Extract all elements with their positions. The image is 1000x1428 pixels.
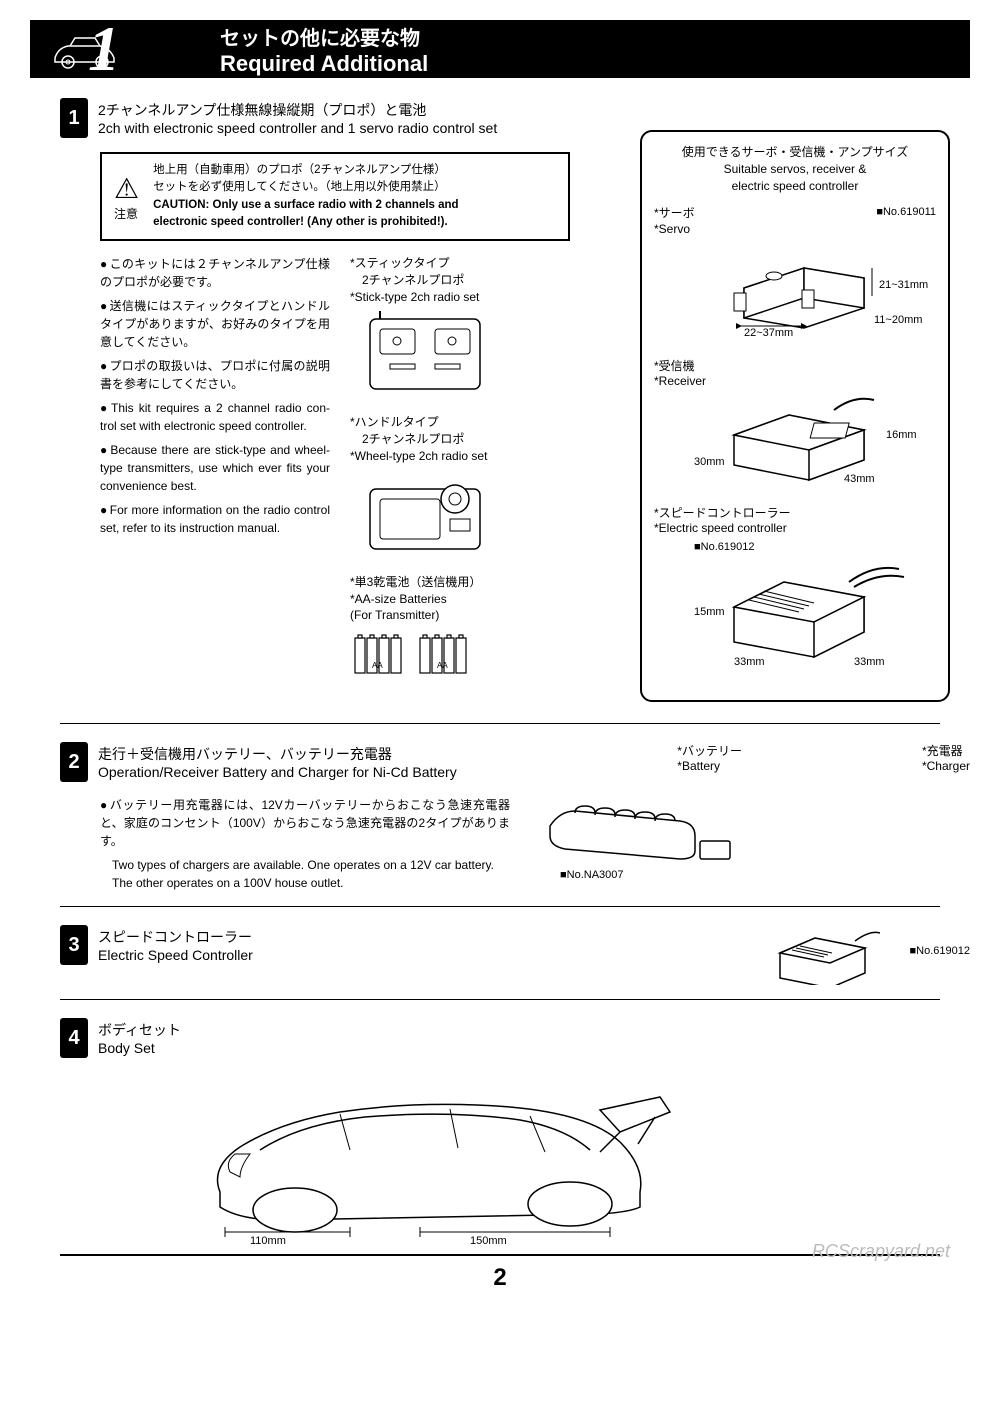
svg-text:21~31mm: 21~31mm bbox=[879, 279, 928, 291]
battery-label-en1: *AA-size Batteries bbox=[350, 591, 580, 608]
divider bbox=[60, 723, 940, 724]
section-title-en: Electric Speed Controller bbox=[98, 947, 710, 963]
svg-text:16mm: 16mm bbox=[886, 429, 917, 441]
servo-label-jp: *サーボ bbox=[654, 206, 695, 222]
bullet-list: このキットには２チャンネルアンプ仕様のプロポが必要です。 送信機にはスティックタ… bbox=[100, 255, 330, 693]
section-4: 4 ボディセット Body Set bbox=[60, 1018, 970, 1058]
bullet-item: プロポの取扱いは、プロポに付属の説明書を参考にしてください。 bbox=[100, 357, 330, 393]
servo-partno: ■No.619011 bbox=[876, 206, 936, 237]
sidebar-title-jp: 使用できるサーボ・受信機・アンプサイズ bbox=[654, 144, 936, 161]
svg-text:33mm: 33mm bbox=[734, 656, 765, 667]
section-title-jp: スピードコントローラー bbox=[98, 927, 710, 947]
esc-icon bbox=[770, 925, 880, 985]
esc-partno: ■No.619012 bbox=[694, 541, 936, 553]
svg-text:22~37mm: 22~37mm bbox=[744, 327, 793, 338]
bullet-item: For more information on the radio contro… bbox=[100, 501, 330, 537]
section-title-en: Operation/Receiver Battery and Charger f… bbox=[98, 764, 637, 780]
svg-text:11~20mm: 11~20mm bbox=[874, 314, 922, 326]
battery-label-jp: *単3乾電池（送信機用） bbox=[350, 574, 580, 591]
servo-diagram: 21~31mm 11~20mm 22~37mm bbox=[654, 238, 934, 338]
svg-text:150mm: 150mm bbox=[470, 1235, 507, 1247]
battery-label-en2: (For Transmitter) bbox=[350, 607, 580, 624]
svg-text:110mm: 110mm bbox=[250, 1235, 286, 1247]
sidebar-title-en2: electric speed controller bbox=[654, 178, 936, 195]
warning-icon: ⚠ bbox=[114, 172, 139, 205]
battery-pack-icon bbox=[540, 796, 740, 866]
stick-radio-label-jp: *スティックタイプ 2チャンネルプロポ bbox=[350, 255, 580, 289]
header-title-en: Required Additional bbox=[220, 51, 428, 77]
svg-text:33mm: 33mm bbox=[854, 656, 885, 667]
wheel-radio-label-jp: *ハンドルタイプ 2チャンネルプロポ bbox=[350, 414, 580, 448]
header-title-jp: セットの他に必要な物 bbox=[220, 22, 428, 51]
section-title-jp: 2チャンネルアンプ仕様無線操縦期（プロポ）と電池 bbox=[98, 100, 970, 120]
esc-diagram: 15mm 33mm 33mm bbox=[654, 557, 934, 667]
caution-label: 注意 bbox=[114, 205, 139, 222]
divider bbox=[60, 999, 940, 1000]
aa-batteries-icon: AA AA bbox=[350, 628, 480, 678]
svg-text:15mm: 15mm bbox=[694, 606, 725, 618]
sec2-text-en: Two types of chargers are available. One… bbox=[112, 856, 510, 892]
page-number: 2 bbox=[30, 1264, 970, 1292]
battery-label-jp: *バッテリー bbox=[677, 742, 742, 759]
component-sizes-box: 使用できるサーボ・受信機・アンプサイズ Suitable servos, rec… bbox=[640, 130, 950, 702]
section-number: 4 bbox=[60, 1018, 88, 1058]
caution-jp2: セットを必ず使用してください。（地上用以外使用禁止） bbox=[153, 179, 458, 196]
section-title-en: Body Set bbox=[98, 1040, 970, 1056]
charger-label-jp: *充電器 bbox=[922, 742, 970, 759]
step-number: 1 bbox=[88, 12, 120, 86]
caution-en2: electronic speed controller! (Any other … bbox=[153, 214, 458, 231]
section-header: 1 セットの他に必要な物 Required Additional bbox=[30, 20, 970, 78]
bullet-item: このキットには２チャンネルアンプ仕様のプロポが必要です。 bbox=[100, 255, 330, 291]
receiver-diagram: 16mm 43mm 30mm bbox=[654, 390, 934, 485]
battery-partno: ■No.NA3007 bbox=[560, 869, 740, 881]
section-number: 3 bbox=[60, 925, 88, 965]
section-3: 3 スピードコントローラー Electric Speed Controller … bbox=[60, 925, 970, 985]
esc-label-en: *Electric speed controller bbox=[654, 521, 936, 537]
section-number: 2 bbox=[60, 742, 88, 782]
footer-divider bbox=[60, 1254, 940, 1256]
bullet-item: This kit requires a 2 channel radio con-… bbox=[100, 399, 330, 435]
svg-text:AA: AA bbox=[437, 661, 448, 670]
stick-radio-icon bbox=[350, 309, 500, 399]
servo-label-en: *Servo bbox=[654, 222, 695, 238]
caution-box: ⚠ 注意 地上用（自動車用）のプロポ（2チャンネルアンプ仕様） セットを必ず使用… bbox=[100, 152, 570, 241]
watermark: RCScrapyard.net bbox=[812, 1241, 950, 1262]
svg-text:43mm: 43mm bbox=[844, 473, 875, 485]
wheel-radio-label-en: *Wheel-type 2ch radio set bbox=[350, 448, 580, 465]
section-title-jp: 走行＋受信機用バッテリー、バッテリー充電器 bbox=[98, 744, 637, 764]
svg-text:AA: AA bbox=[372, 661, 383, 670]
body-shell-diagram: 110mm 150mm bbox=[100, 1072, 700, 1247]
bullet-item: Because there are stick-type and wheel-t… bbox=[100, 441, 330, 495]
divider bbox=[60, 906, 940, 907]
section-number: 1 bbox=[60, 98, 88, 138]
bullet-item: 送信機にはスティックタイプとハンドルタイプがありますが、お好みのタイプを用意して… bbox=[100, 297, 330, 351]
esc-partno: ■No.619012 bbox=[910, 925, 970, 985]
section-2: 2 走行＋受信機用バッテリー、バッテリー充電器 Operation/Receiv… bbox=[60, 742, 970, 782]
svg-text:30mm: 30mm bbox=[694, 456, 725, 468]
caution-en1: CAUTION: Only use a surface radio with 2… bbox=[153, 197, 458, 214]
esc-label-jp: *スピードコントローラー bbox=[654, 506, 936, 522]
sidebar-title-en1: Suitable servos, receiver & bbox=[654, 161, 936, 178]
charger-label-en: *Charger bbox=[922, 759, 970, 773]
sec2-text-jp: バッテリー用充電器には、12Vカーバッテリーからおこなう急速充電器と、家庭のコン… bbox=[100, 796, 510, 850]
wheel-radio-icon bbox=[350, 469, 500, 559]
caution-jp1: 地上用（自動車用）のプロポ（2チャンネルアンプ仕様） bbox=[153, 162, 458, 179]
receiver-label-en: *Receiver bbox=[654, 374, 936, 390]
receiver-label-jp: *受信機 bbox=[654, 359, 936, 375]
battery-label-en: *Battery bbox=[677, 759, 742, 773]
section-title-jp: ボディセット bbox=[98, 1020, 970, 1040]
stick-radio-label-en: *Stick-type 2ch radio set bbox=[350, 289, 580, 306]
